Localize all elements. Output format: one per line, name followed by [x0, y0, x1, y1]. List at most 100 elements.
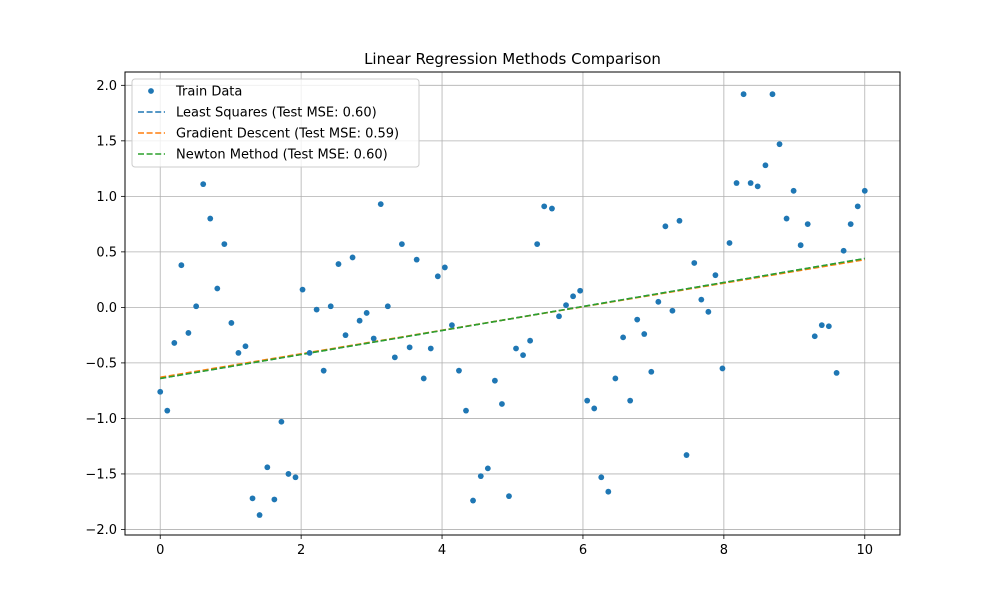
y-tick-label: 1.5 — [96, 134, 117, 149]
train-data-point — [854, 203, 861, 210]
train-data-point — [840, 247, 847, 254]
train-data-point — [847, 221, 854, 228]
legend-label: Train Data — [175, 85, 242, 100]
train-data-point — [698, 296, 705, 303]
train-data-point — [591, 405, 598, 412]
x-tick-label: 10 — [856, 543, 873, 558]
train-data-point — [420, 375, 427, 382]
train-data-point — [811, 333, 818, 340]
train-data-point — [178, 262, 185, 269]
train-data-point — [327, 303, 334, 310]
train-data-point — [691, 260, 698, 266]
train-data-point — [278, 418, 285, 425]
train-data-point — [320, 367, 327, 374]
train-data-point — [577, 287, 584, 294]
train-data-point — [556, 313, 562, 320]
train-data-point — [356, 317, 363, 324]
train-data-point — [655, 298, 662, 305]
train-data-point — [441, 264, 448, 271]
train-data-point — [534, 241, 541, 247]
train-data-point — [776, 141, 783, 148]
train-data-point — [313, 306, 320, 313]
train-data-point — [164, 407, 171, 414]
train-data-point — [584, 397, 591, 404]
train-data-point — [470, 497, 476, 504]
train-data-point — [456, 367, 462, 374]
train-data-point — [520, 352, 526, 359]
train-data-point — [541, 203, 548, 210]
train-data-point — [769, 91, 776, 98]
train-data-point — [833, 369, 840, 376]
train-data-point — [342, 332, 349, 339]
legend-label: Gradient Descent (Test MSE: 0.59) — [176, 127, 399, 142]
y-tick-label: −0.5 — [85, 356, 117, 371]
train-data-point — [648, 368, 655, 375]
x-tick-label: 4 — [438, 543, 446, 558]
train-data-point — [861, 187, 868, 194]
y-tick-label: −2.0 — [85, 523, 117, 538]
train-data-point — [712, 272, 719, 279]
x-tick-label: 0 — [156, 543, 164, 558]
train-data-point — [499, 401, 505, 407]
train-data-point — [271, 496, 278, 503]
plot-frame — [124, 71, 901, 536]
train-data-point — [620, 334, 627, 341]
train-data-point — [171, 340, 178, 346]
train-data-point — [242, 343, 249, 350]
train-data-point — [299, 286, 306, 293]
y-tick-label: 0.5 — [96, 245, 117, 260]
train-data-point — [214, 285, 221, 292]
train-data-point — [370, 335, 377, 342]
train-data-point — [641, 331, 648, 337]
train-data-point — [612, 375, 619, 382]
y-tick-label: 1.0 — [96, 190, 117, 205]
train-data-point — [221, 241, 228, 247]
train-data-point — [705, 308, 712, 315]
grid-layer — [125, 72, 900, 535]
train-data-point — [256, 512, 263, 518]
train-data-point — [527, 337, 534, 344]
train-data-point — [790, 187, 797, 194]
train-data-point — [740, 91, 747, 98]
y-tick-label: −1.0 — [85, 412, 117, 427]
train-data-point — [264, 464, 271, 471]
train-data-point — [662, 223, 669, 230]
train-data-point — [818, 322, 825, 329]
legend-marker — [148, 88, 154, 94]
train-data-point — [513, 345, 519, 352]
train-data-point — [825, 323, 832, 330]
legend-frame — [131, 78, 420, 168]
train-data-point — [427, 345, 434, 352]
legend-label: Least Squares (Test MSE: 0.60) — [176, 106, 377, 121]
train-data-point — [719, 365, 726, 372]
x-tick-label: 8 — [720, 543, 728, 558]
chart-title: Linear Regression Methods Comparison — [364, 50, 661, 68]
train-data-point — [292, 474, 299, 481]
scatter-points — [157, 91, 868, 518]
train-data-point — [676, 217, 683, 224]
train-data-point — [413, 256, 420, 263]
train-data-point — [627, 397, 634, 404]
train-data-point — [484, 465, 491, 472]
train-data-point — [491, 377, 498, 384]
train-data-point — [349, 254, 356, 261]
train-data-point — [747, 180, 754, 186]
legend: Train Data Least Squares (Test MSE: 0.60)… — [131, 78, 420, 168]
train-data-point — [762, 162, 769, 169]
train-data-point — [726, 240, 733, 246]
train-data-point — [804, 221, 811, 228]
train-data-point — [406, 344, 413, 351]
train-data-point — [797, 242, 804, 249]
train-data-point — [733, 180, 740, 186]
train-data-point — [449, 322, 455, 329]
fit-line — [160, 257, 865, 380]
train-data-point — [363, 310, 370, 316]
train-data-point — [185, 330, 192, 336]
x-tick-label: 6 — [579, 543, 587, 558]
train-data-point — [200, 181, 207, 188]
train-data-point — [391, 354, 398, 361]
train-data-point — [228, 320, 235, 326]
train-data-point — [157, 388, 164, 395]
train-data-point — [754, 183, 761, 190]
